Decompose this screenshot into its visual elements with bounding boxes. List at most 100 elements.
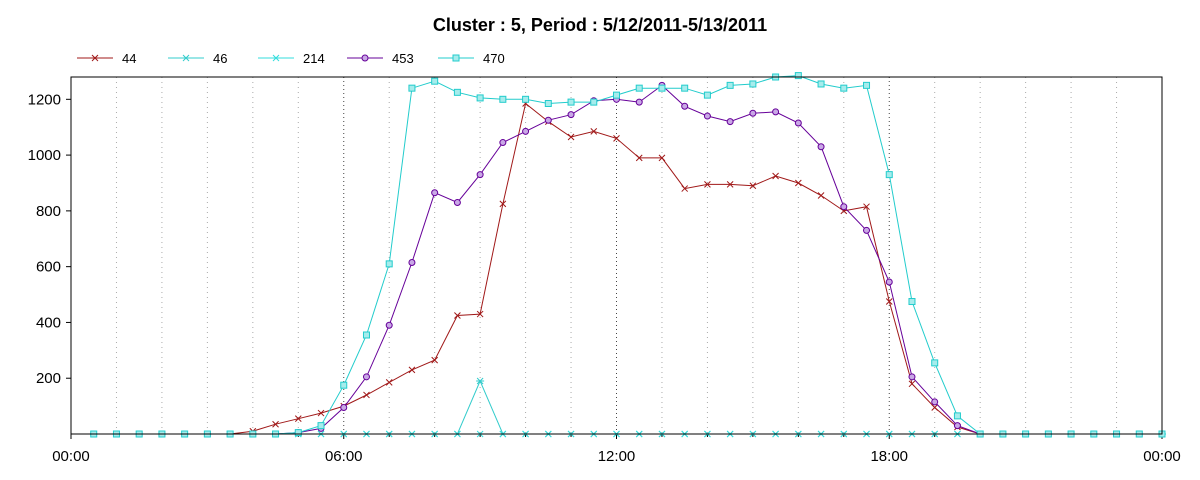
data-point <box>272 420 279 428</box>
data-point <box>408 258 416 266</box>
data-point <box>317 422 325 430</box>
x-tick-label: 12:00 <box>598 448 636 465</box>
data-point <box>544 116 552 124</box>
data-point <box>885 278 893 286</box>
data-point <box>681 84 689 92</box>
data-point <box>431 356 439 364</box>
data-point <box>453 199 461 207</box>
data-point <box>681 185 689 192</box>
data-point <box>476 94 484 102</box>
y-axis-ticks: 200 400 600 800 1000 1200 <box>28 91 71 387</box>
data-point <box>431 77 439 85</box>
y-tick-label: 800 <box>36 203 61 220</box>
x-axis-ticks: 00:00 06:00 12:00 18:00 00:00 <box>52 434 1181 465</box>
data-point <box>863 226 871 234</box>
data-point <box>703 112 711 120</box>
data-point <box>658 154 666 162</box>
data-point <box>908 298 916 306</box>
data-point <box>452 54 460 62</box>
y-tick-label: 1200 <box>28 91 61 108</box>
data-point <box>817 143 825 151</box>
legend-item-44: 44 <box>77 51 136 66</box>
data-point <box>522 127 530 135</box>
data-point <box>408 84 416 92</box>
data-point <box>726 81 734 89</box>
data-point <box>885 171 893 179</box>
y-tick-label: 200 <box>36 370 61 387</box>
data-point <box>908 373 916 381</box>
legend-label: 44 <box>122 51 136 66</box>
data-point <box>362 373 370 381</box>
legend-item-46: 46 <box>168 51 227 66</box>
data-point <box>385 321 393 329</box>
data-point <box>635 98 643 106</box>
data-point <box>294 415 302 423</box>
data-point <box>317 409 325 417</box>
data-point <box>658 84 666 92</box>
data-point <box>544 99 552 107</box>
data-point <box>840 203 848 211</box>
data-point <box>590 128 598 135</box>
legend-item-453: 453 <box>347 51 414 66</box>
data-point <box>749 109 757 117</box>
data-point <box>840 84 848 92</box>
data-point <box>567 133 575 141</box>
data-point <box>476 377 485 385</box>
data-point <box>340 381 348 389</box>
data-point <box>817 192 825 199</box>
x-tick-label: 06:00 <box>325 448 363 465</box>
data-point <box>431 189 439 197</box>
y-tick-label: 400 <box>36 314 61 331</box>
data-point <box>931 404 939 411</box>
data-point <box>294 429 302 437</box>
legend-label: 46 <box>213 51 227 66</box>
data-point <box>613 91 620 99</box>
x-tick-label: 00:00 <box>1143 448 1181 465</box>
data-point <box>499 95 507 103</box>
data-point <box>772 172 779 180</box>
data-point <box>476 171 484 179</box>
data-point <box>499 139 507 147</box>
data-point <box>91 54 99 62</box>
data-point <box>681 102 689 110</box>
data-point <box>726 181 734 188</box>
data-point <box>931 398 939 406</box>
x-tick-label: 00:00 <box>52 448 90 465</box>
data-point <box>363 391 370 399</box>
data-point <box>567 111 575 119</box>
data-point <box>635 84 643 92</box>
data-point <box>272 54 280 62</box>
data-point <box>953 422 961 430</box>
data-point <box>749 182 757 190</box>
data-point <box>953 412 961 420</box>
data-point <box>635 154 643 162</box>
data-point <box>522 95 530 103</box>
data-point <box>408 366 416 374</box>
legend-label: 470 <box>483 51 505 66</box>
data-point <box>817 80 825 88</box>
plot-frame <box>70 76 1163 435</box>
data-point <box>590 98 598 106</box>
data-point <box>453 88 461 96</box>
y-tick-label: 600 <box>36 259 61 276</box>
data-point <box>794 179 802 187</box>
data-point <box>749 80 757 88</box>
data-point <box>499 200 507 208</box>
data-point <box>863 81 871 89</box>
data-point <box>885 298 893 305</box>
legend-item-470: 470 <box>438 51 505 66</box>
data-point <box>703 91 711 99</box>
data-point <box>476 310 484 318</box>
legend-label: 453 <box>392 51 414 66</box>
data-point <box>182 54 190 62</box>
legend-label: 214 <box>303 51 325 66</box>
x-tick-label: 18:00 <box>870 448 908 465</box>
data-point <box>704 181 711 188</box>
data-point <box>772 108 780 116</box>
data-point <box>931 359 939 367</box>
data-point <box>567 98 575 106</box>
data-point <box>613 135 620 142</box>
data-point <box>863 203 870 211</box>
data-point <box>385 379 393 386</box>
data-point <box>794 119 802 127</box>
